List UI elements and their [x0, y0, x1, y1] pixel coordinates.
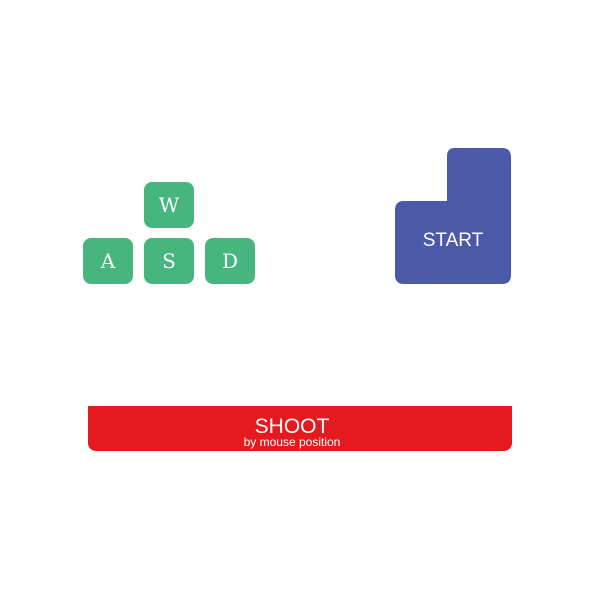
shoot-bar[interactable]: SHOOT by mouse position [88, 406, 512, 451]
s-key[interactable]: S [144, 238, 194, 284]
a-key[interactable]: A [83, 238, 133, 284]
start-key[interactable]: START [395, 148, 511, 284]
w-key[interactable]: W [144, 182, 194, 228]
start-key-body [395, 148, 511, 284]
shoot-label: SHOOT [254, 415, 330, 438]
start-key-label: START [422, 230, 484, 251]
shoot-sublabel: by mouse position [243, 435, 341, 449]
d-key[interactable]: D [205, 238, 255, 284]
start-key-shape [395, 148, 511, 284]
